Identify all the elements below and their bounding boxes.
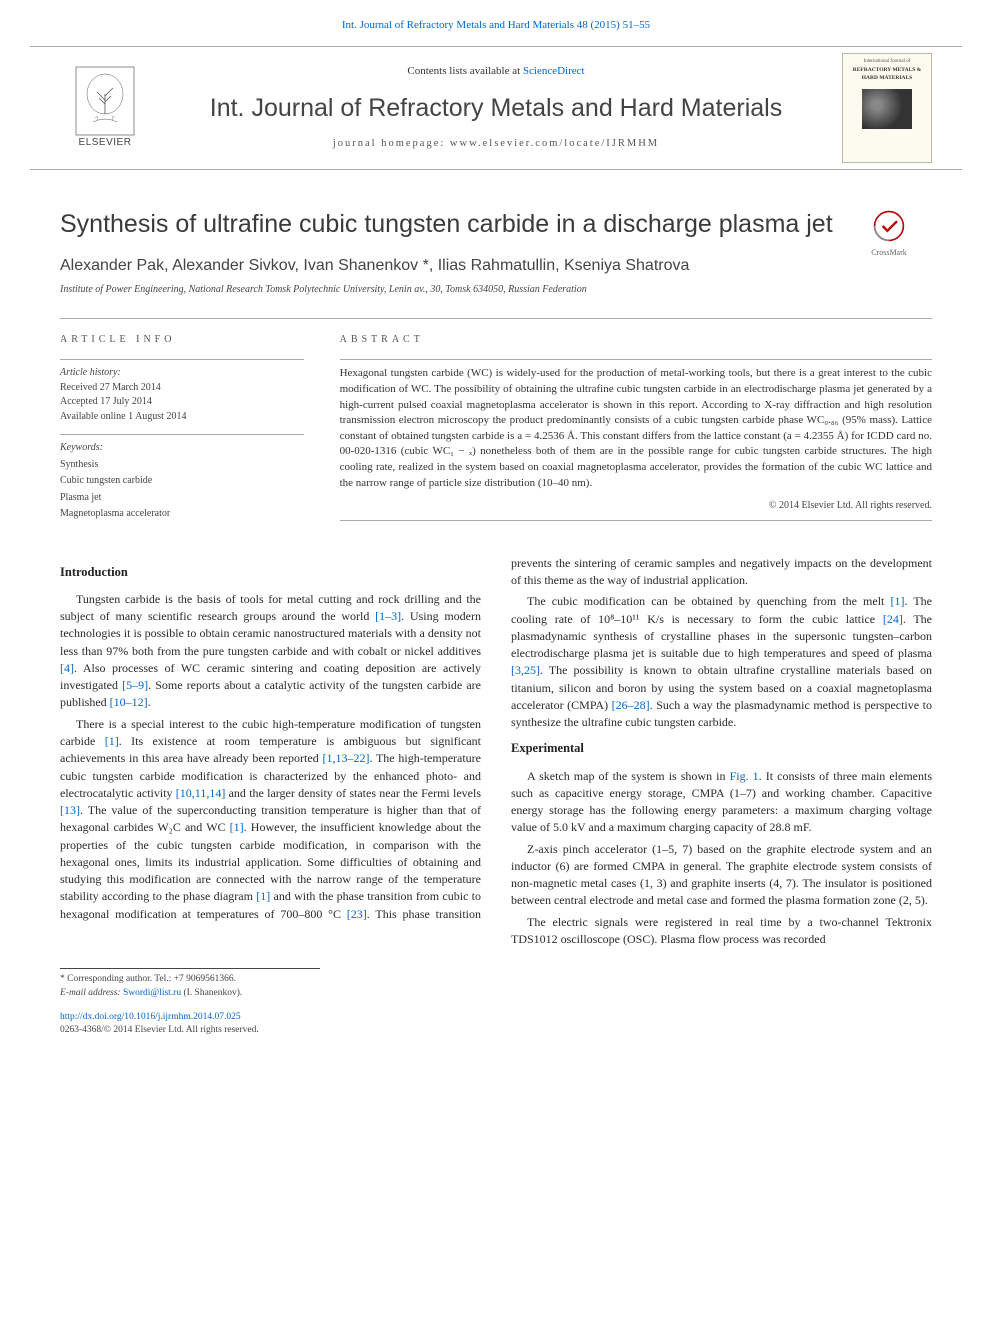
crossmark-label: CrossMark bbox=[846, 247, 932, 259]
corr-email-link[interactable]: Swordi@list.ru bbox=[123, 988, 181, 998]
crossmark-icon bbox=[873, 210, 905, 242]
keyword: Synthesis bbox=[60, 458, 304, 473]
received-date: Received 27 March 2014 bbox=[60, 381, 304, 396]
online-date: Available online 1 August 2014 bbox=[60, 410, 304, 425]
paragraph: Z-axis pinch accelerator (1–5, 7) based … bbox=[511, 841, 932, 910]
abstract-heading: ABSTRACT bbox=[340, 333, 932, 348]
author-list: Alexander Pak, Alexander Sivkov, Ivan Sh… bbox=[60, 254, 932, 277]
citation-link[interactable]: [1] bbox=[105, 734, 119, 748]
citation-link[interactable]: [3,25] bbox=[511, 663, 540, 677]
journal-citation-top: Int. Journal of Refractory Metals and Ha… bbox=[0, 0, 992, 46]
keyword: Magnetoplasma accelerator bbox=[60, 507, 304, 522]
journal-header-bar: ELSEVIER Contents lists available at Sci… bbox=[30, 46, 962, 170]
citation-link[interactable]: [10–12] bbox=[110, 695, 148, 709]
corr-author-line: * Corresponding author. Tel.: +7 9069561… bbox=[60, 973, 320, 987]
paragraph: Tungsten carbide is the basis of tools f… bbox=[60, 591, 481, 712]
abstract-column: ABSTRACT Hexagonal tungsten carbide (WC)… bbox=[322, 319, 932, 527]
publisher-name: ELSEVIER bbox=[79, 136, 132, 151]
paragraph: The cubic modification can be obtained b… bbox=[511, 593, 932, 731]
publisher-logo: ELSEVIER bbox=[60, 58, 150, 158]
affiliation: Institute of Power Engineering, National… bbox=[60, 283, 932, 298]
cover-small-text-1: International Journal of bbox=[864, 58, 911, 65]
sciencedirect-link[interactable]: ScienceDirect bbox=[523, 65, 585, 77]
citation-link[interactable]: [10,11,14] bbox=[176, 786, 226, 800]
corresponding-author-footnote: * Corresponding author. Tel.: +7 9069561… bbox=[60, 968, 320, 1001]
cover-image-icon bbox=[862, 89, 912, 129]
citation-link[interactable]: [1] bbox=[890, 594, 904, 608]
keyword: Plasma jet bbox=[60, 491, 304, 506]
email-suffix: (I. Shanenkov). bbox=[181, 988, 242, 998]
paragraph: A sketch map of the system is shown in F… bbox=[511, 768, 932, 837]
citation-link[interactable]: [23] bbox=[347, 907, 367, 921]
footer-doi-block: http://dx.doi.org/10.1016/j.ijrmhm.2014.… bbox=[60, 1011, 932, 1039]
doi-link[interactable]: http://dx.doi.org/10.1016/j.ijrmhm.2014.… bbox=[60, 1012, 241, 1022]
cover-small-text-2: REFRACTORY METALS & HARD MATERIALS bbox=[847, 67, 927, 83]
abstract-copyright: © 2014 Elsevier Ltd. All rights reserved… bbox=[340, 499, 932, 514]
header-center: Contents lists available at ScienceDirec… bbox=[150, 64, 842, 151]
email-label: E-mail address: bbox=[60, 988, 123, 998]
keywords-label: Keywords: bbox=[60, 441, 304, 456]
crossmark-badge[interactable]: CrossMark bbox=[846, 210, 932, 259]
figure-link[interactable]: Fig. 1 bbox=[730, 769, 759, 783]
top-citation-link[interactable]: Int. Journal of Refractory Metals and Ha… bbox=[342, 19, 650, 31]
citation-link[interactable]: [13] bbox=[60, 803, 80, 817]
article-info-heading: ARTICLE INFO bbox=[60, 333, 304, 348]
paragraph: The electric signals were registered in … bbox=[511, 914, 932, 949]
section-heading-experimental: Experimental bbox=[511, 739, 932, 757]
citation-link[interactable]: [1–3] bbox=[375, 609, 401, 623]
history-label: Article history: bbox=[60, 366, 304, 381]
accepted-date: Accepted 17 July 2014 bbox=[60, 395, 304, 410]
citation-link[interactable]: [24] bbox=[883, 612, 903, 626]
abstract-body: Hexagonal tungsten carbide (WC) is widel… bbox=[340, 366, 932, 491]
homepage-label: journal homepage: bbox=[333, 138, 450, 149]
citation-link[interactable]: [26–28] bbox=[612, 698, 650, 712]
citation-link[interactable]: [1] bbox=[256, 889, 270, 903]
journal-name: Int. Journal of Refractory Metals and Ha… bbox=[150, 90, 842, 126]
homepage-url: www.elsevier.com/locate/IJRMHM bbox=[450, 138, 659, 149]
article-title: Synthesis of ultrafine cubic tungsten ca… bbox=[60, 206, 932, 242]
article-body-columns: Introduction Tungsten carbide is the bas… bbox=[60, 555, 932, 948]
elsevier-tree-icon bbox=[75, 66, 135, 136]
citation-link[interactable]: [4] bbox=[60, 661, 74, 675]
section-heading-introduction: Introduction bbox=[60, 563, 481, 581]
citation-link[interactable]: [5–9] bbox=[122, 678, 148, 692]
citation-link[interactable]: [1] bbox=[230, 820, 244, 834]
journal-cover-thumbnail: International Journal of REFRACTORY META… bbox=[842, 53, 932, 163]
citation-link[interactable]: [1,13–22] bbox=[322, 751, 369, 765]
issn-copyright: 0263-4368/© 2014 Elsevier Ltd. All right… bbox=[60, 1025, 259, 1035]
article-info-column: ARTICLE INFO Article history: Received 2… bbox=[60, 319, 322, 527]
keyword: Cubic tungsten carbide bbox=[60, 474, 304, 489]
contents-prefix: Contents lists available at bbox=[407, 65, 522, 77]
